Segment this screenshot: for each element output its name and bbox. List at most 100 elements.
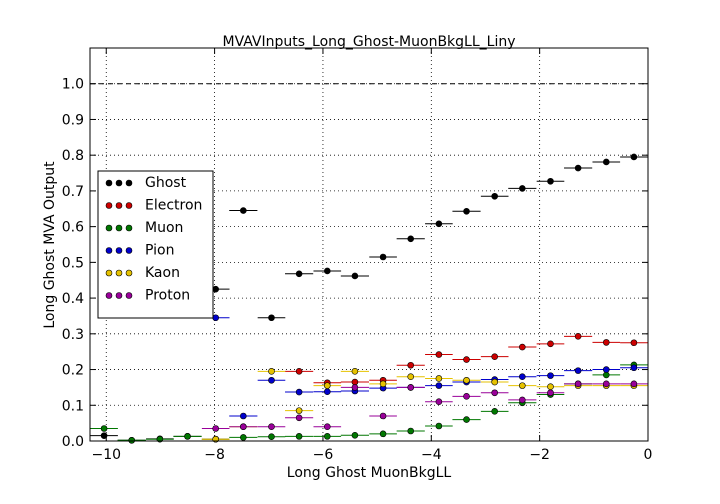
- y-tick-label: 0.0: [62, 434, 84, 450]
- y-tick-label: 0.7: [62, 184, 84, 200]
- data-point: [547, 177, 554, 185]
- data-point: [212, 314, 219, 322]
- data-point: [323, 433, 331, 440]
- data-point: [323, 423, 331, 431]
- data-point: [323, 382, 331, 389]
- x-tick-label: 0: [644, 447, 653, 463]
- y-tick-label: 0.3: [62, 327, 84, 343]
- data-point: [491, 408, 498, 415]
- data-point: [574, 164, 582, 172]
- data-point: [435, 382, 443, 389]
- legend-marker: [125, 247, 133, 254]
- data-point: [463, 416, 470, 423]
- data-point: [630, 364, 638, 372]
- y-tick-label: 0.9: [62, 112, 84, 128]
- legend-marker: [115, 269, 123, 277]
- data-point: [295, 270, 303, 278]
- data-point: [491, 192, 498, 200]
- data-point: [547, 340, 554, 348]
- x-tick-label: −8: [204, 447, 225, 463]
- legend-marker: [105, 247, 113, 254]
- data-point: [602, 366, 610, 373]
- data-point: [351, 431, 359, 439]
- data-point: [602, 158, 610, 166]
- legend-marker: [105, 179, 113, 187]
- data-point: [630, 380, 638, 388]
- data-point: [295, 368, 303, 375]
- data-point: [435, 398, 443, 406]
- plot-frame: [89, 47, 649, 442]
- data-point: [407, 235, 415, 243]
- legend-marker: [115, 202, 123, 209]
- data-point: [323, 267, 331, 275]
- data-point: [100, 425, 108, 432]
- data-point: [323, 388, 331, 395]
- legend-label: Proton: [145, 288, 190, 304]
- data-point: [435, 220, 443, 228]
- data-point: [574, 333, 582, 340]
- data-point: [463, 376, 470, 384]
- x-tick-label: −4: [421, 447, 442, 463]
- data-point: [212, 425, 219, 432]
- x-axis-label: Long Ghost MuonBkgLL: [287, 465, 452, 481]
- data-point: [435, 422, 443, 430]
- data-point: [435, 375, 443, 382]
- x-tick-label: −6: [313, 447, 334, 463]
- data-point: [519, 396, 526, 404]
- data-point: [519, 185, 526, 192]
- data-point: [407, 384, 415, 391]
- data-point: [295, 407, 303, 414]
- data-point: [351, 368, 359, 375]
- data-point: [547, 372, 554, 379]
- data-point: [491, 378, 498, 386]
- data-point: [602, 339, 610, 346]
- legend-marker: [125, 292, 133, 299]
- data-point: [519, 343, 526, 351]
- y-tick-label: 0.5: [62, 255, 84, 271]
- data-point: [547, 383, 554, 390]
- data-point: [240, 434, 247, 441]
- data-point: [240, 423, 247, 431]
- data-point: [574, 380, 582, 388]
- data-point: [268, 433, 275, 441]
- data-point: [407, 361, 415, 369]
- data-point: [407, 427, 415, 435]
- data-point: [463, 207, 470, 215]
- data-point: [602, 380, 610, 388]
- legend-marker: [105, 224, 113, 232]
- data-point: [519, 373, 526, 380]
- data-point: [268, 376, 275, 384]
- data-point: [407, 373, 415, 380]
- data-point: [268, 368, 275, 375]
- data-point: [100, 432, 108, 439]
- legend-label: Muon: [145, 220, 183, 236]
- data-point: [295, 414, 303, 422]
- data-point: [240, 207, 247, 214]
- data-point: [379, 380, 387, 388]
- legend-label: Electron: [145, 198, 202, 214]
- data-point: [268, 423, 275, 431]
- legend-marker: [105, 202, 113, 209]
- data-point: [491, 389, 498, 397]
- legend-marker: [115, 224, 123, 232]
- data-point: [184, 433, 191, 440]
- legend-marker: [125, 202, 133, 209]
- y-tick-label: 0.6: [62, 220, 84, 236]
- legend-label: Kaon: [145, 265, 180, 281]
- data-point: [435, 351, 443, 358]
- data-point: [379, 253, 387, 261]
- data-point: [128, 436, 136, 444]
- legend-label: Pion: [145, 243, 174, 259]
- legend-marker: [125, 224, 133, 232]
- y-tick-label: 0.1: [62, 398, 84, 414]
- data-point: [463, 393, 470, 400]
- data-point: [491, 353, 498, 360]
- data-point: [519, 382, 526, 389]
- data-point: [630, 153, 638, 161]
- legend-marker: [115, 292, 123, 299]
- x-tick-label: −2: [529, 447, 550, 463]
- data-point: [240, 412, 247, 420]
- legend-marker: [125, 179, 133, 187]
